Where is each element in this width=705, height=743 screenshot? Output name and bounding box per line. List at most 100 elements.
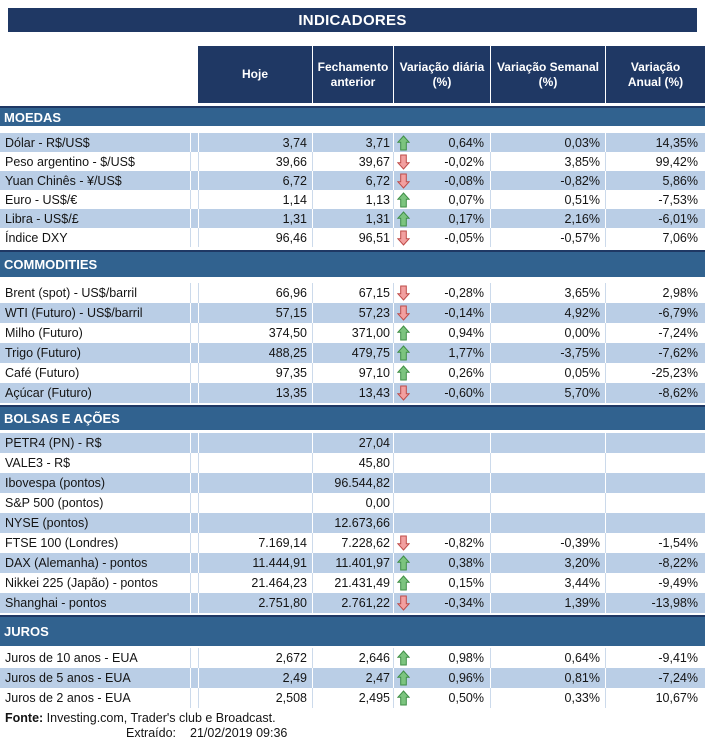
- variacao-semanal-cell: 0,51%: [490, 190, 605, 209]
- up-arrow-icon: [397, 650, 410, 666]
- fechamento-anterior-cell: 479,75: [312, 343, 393, 363]
- spacer-cell: [190, 209, 198, 228]
- header-spacer: [0, 46, 198, 103]
- table-row: PETR4 (PN) - R$ 27,04: [0, 433, 705, 453]
- variacao-anual-cell: 2,98%: [605, 283, 705, 303]
- up-arrow-icon: [397, 555, 410, 571]
- hoje-cell: 21.464,23: [198, 573, 312, 593]
- variacao-anual-cell: -9,41%: [605, 648, 705, 668]
- label-cell: Juros de 2 anos - EUA: [5, 691, 131, 705]
- fechamento-anterior-cell: 21.431,49: [312, 573, 393, 593]
- table-row: VALE3 - R$ 45,80: [0, 453, 705, 473]
- label-cell: Euro - US$/€: [5, 192, 78, 207]
- hoje-cell: 1,14: [198, 190, 312, 209]
- variacao-semanal-cell: 1,39%: [490, 593, 605, 613]
- spacer-cell: [190, 303, 198, 323]
- up-arrow-icon: [397, 365, 410, 381]
- variacao-diaria-cell: -0,05%: [393, 228, 490, 247]
- variacao-diaria-value: 0,96%: [448, 671, 484, 685]
- fechamento-anterior-cell: 6,72: [312, 171, 393, 190]
- spacer-cell: [190, 323, 198, 343]
- fechamento-anterior-cell: 13,43: [312, 383, 393, 403]
- variacao-semanal-cell: 0,33%: [490, 688, 605, 708]
- variacao-semanal-cell: 5,70%: [490, 383, 605, 403]
- hoje-cell: 2.751,80: [198, 593, 312, 613]
- spacer-cell: [190, 593, 198, 613]
- hoje-cell: 374,50: [198, 323, 312, 343]
- spacer-cell: [190, 573, 198, 593]
- variacao-diaria-value: 0,15%: [448, 576, 484, 590]
- variacao-diaria-cell: -0,08%: [393, 171, 490, 190]
- variacao-semanal-cell: [490, 473, 605, 493]
- label-cell: Yuan Chinês - ¥/US$: [5, 173, 122, 188]
- variacao-diaria-cell: 0,15%: [393, 573, 490, 593]
- spacer-cell: [190, 688, 198, 708]
- spacer-cell: [190, 228, 198, 247]
- table-row: WTI (Futuro) - US$/barril 57,15 57,23 -0,14…: [0, 303, 705, 323]
- variacao-diaria-cell: -0,82%: [393, 533, 490, 553]
- section-header: JUROS: [0, 615, 705, 646]
- label-cell: Brent (spot) - US$/barril: [5, 286, 137, 300]
- variacao-semanal-cell: -3,75%: [490, 343, 605, 363]
- label-cell: Índice DXY: [5, 230, 68, 245]
- spacer-cell: [190, 648, 198, 668]
- variacao-semanal-cell: 2,16%: [490, 209, 605, 228]
- variacao-anual-cell: 10,67%: [605, 688, 705, 708]
- variacao-anual-cell: [605, 473, 705, 493]
- section-title: BOLSAS E AÇÕES: [4, 411, 120, 426]
- spacer-cell: [190, 533, 198, 553]
- fechamento-anterior-cell: 57,23: [312, 303, 393, 323]
- label-cell: Ibovespa (pontos): [5, 476, 106, 490]
- variacao-semanal-cell: [490, 513, 605, 533]
- variacao-semanal-cell: -0,82%: [490, 171, 605, 190]
- section-title: JUROS: [4, 624, 49, 639]
- fechamento-anterior-cell: 0,00: [312, 493, 393, 513]
- hoje-cell: 6,72: [198, 171, 312, 190]
- down-arrow-icon: [397, 305, 410, 321]
- table-row: Libra - US$/£ 1,31 1,31 0,17% 2,16% -6,01%: [0, 209, 705, 228]
- variacao-diaria-cell: 0,94%: [393, 323, 490, 343]
- variacao-semanal-cell: 4,92%: [490, 303, 605, 323]
- label-cell: Peso argentino - $/US$: [5, 154, 135, 169]
- section-juros: JUROS Juros de 10 anos - EUA 2,672 2,646 0,9…: [0, 615, 705, 708]
- label-cell: DAX (Alemanha) - pontos: [5, 556, 148, 570]
- hoje-cell: [198, 513, 312, 533]
- fechamento-anterior-cell: 2,495: [312, 688, 393, 708]
- table-row: Juros de 2 anos - EUA 2,508 2,495 0,50% 0,33…: [0, 688, 705, 708]
- table-row: FTSE 100 (Londres) 7.169,14 7.228,62 -0,82%…: [0, 533, 705, 553]
- fechamento-anterior-cell: 2,47: [312, 668, 393, 688]
- hoje-cell: 7.169,14: [198, 533, 312, 553]
- table-row: NYSE (pontos) 12.673,66: [0, 513, 705, 533]
- spacer-cell: [190, 453, 198, 473]
- variacao-diaria-value: 0,94%: [448, 326, 484, 340]
- fechamento-anterior-cell: 97,10: [312, 363, 393, 383]
- spacer-cell: [190, 133, 198, 152]
- title-bar: INDICADORES: [8, 8, 697, 32]
- hoje-cell: [198, 473, 312, 493]
- section-bolsas-e-acoes: BOLSAS E AÇÕES PETR4 (PN) - R$ 27,04 VALE3 …: [0, 405, 705, 613]
- variacao-anual-cell: -7,24%: [605, 323, 705, 343]
- hoje-cell: [198, 453, 312, 473]
- label-cell: S&P 500 (pontos): [5, 496, 104, 510]
- variacao-anual-cell: -1,54%: [605, 533, 705, 553]
- variacao-semanal-cell: [490, 433, 605, 453]
- variacao-diaria-cell: -0,14%: [393, 303, 490, 323]
- hoje-cell: 11.444,91: [198, 553, 312, 573]
- fechamento-anterior-cell: 12.673,66: [312, 513, 393, 533]
- label-cell: Açúcar (Futuro): [5, 386, 92, 400]
- fechamento-anterior-cell: 371,00: [312, 323, 393, 343]
- down-arrow-icon: [397, 595, 410, 611]
- label-cell: FTSE 100 (Londres): [5, 536, 119, 550]
- variacao-semanal-cell: 3,85%: [490, 152, 605, 171]
- spacer-cell: [190, 171, 198, 190]
- variacao-semanal-cell: 3,65%: [490, 283, 605, 303]
- spacer-cell: [190, 190, 198, 209]
- table-row: Ibovespa (pontos) 96.544,82: [0, 473, 705, 493]
- up-arrow-icon: [397, 210, 410, 227]
- table-row: Dólar - R$/US$ 3,74 3,71 0,64% 0,03% 14,35%: [0, 133, 705, 152]
- variacao-diaria-value: 0,17%: [448, 211, 484, 226]
- table-sections: MOEDAS Dólar - R$/US$ 3,74 3,71 0,64% 0,03% 14…: [0, 106, 705, 708]
- variacao-anual-cell: 14,35%: [605, 133, 705, 152]
- fechamento-anterior-cell: 3,71: [312, 133, 393, 152]
- indicators-page: INDICADORES Hoje Fechamento anterior Var…: [0, 8, 705, 740]
